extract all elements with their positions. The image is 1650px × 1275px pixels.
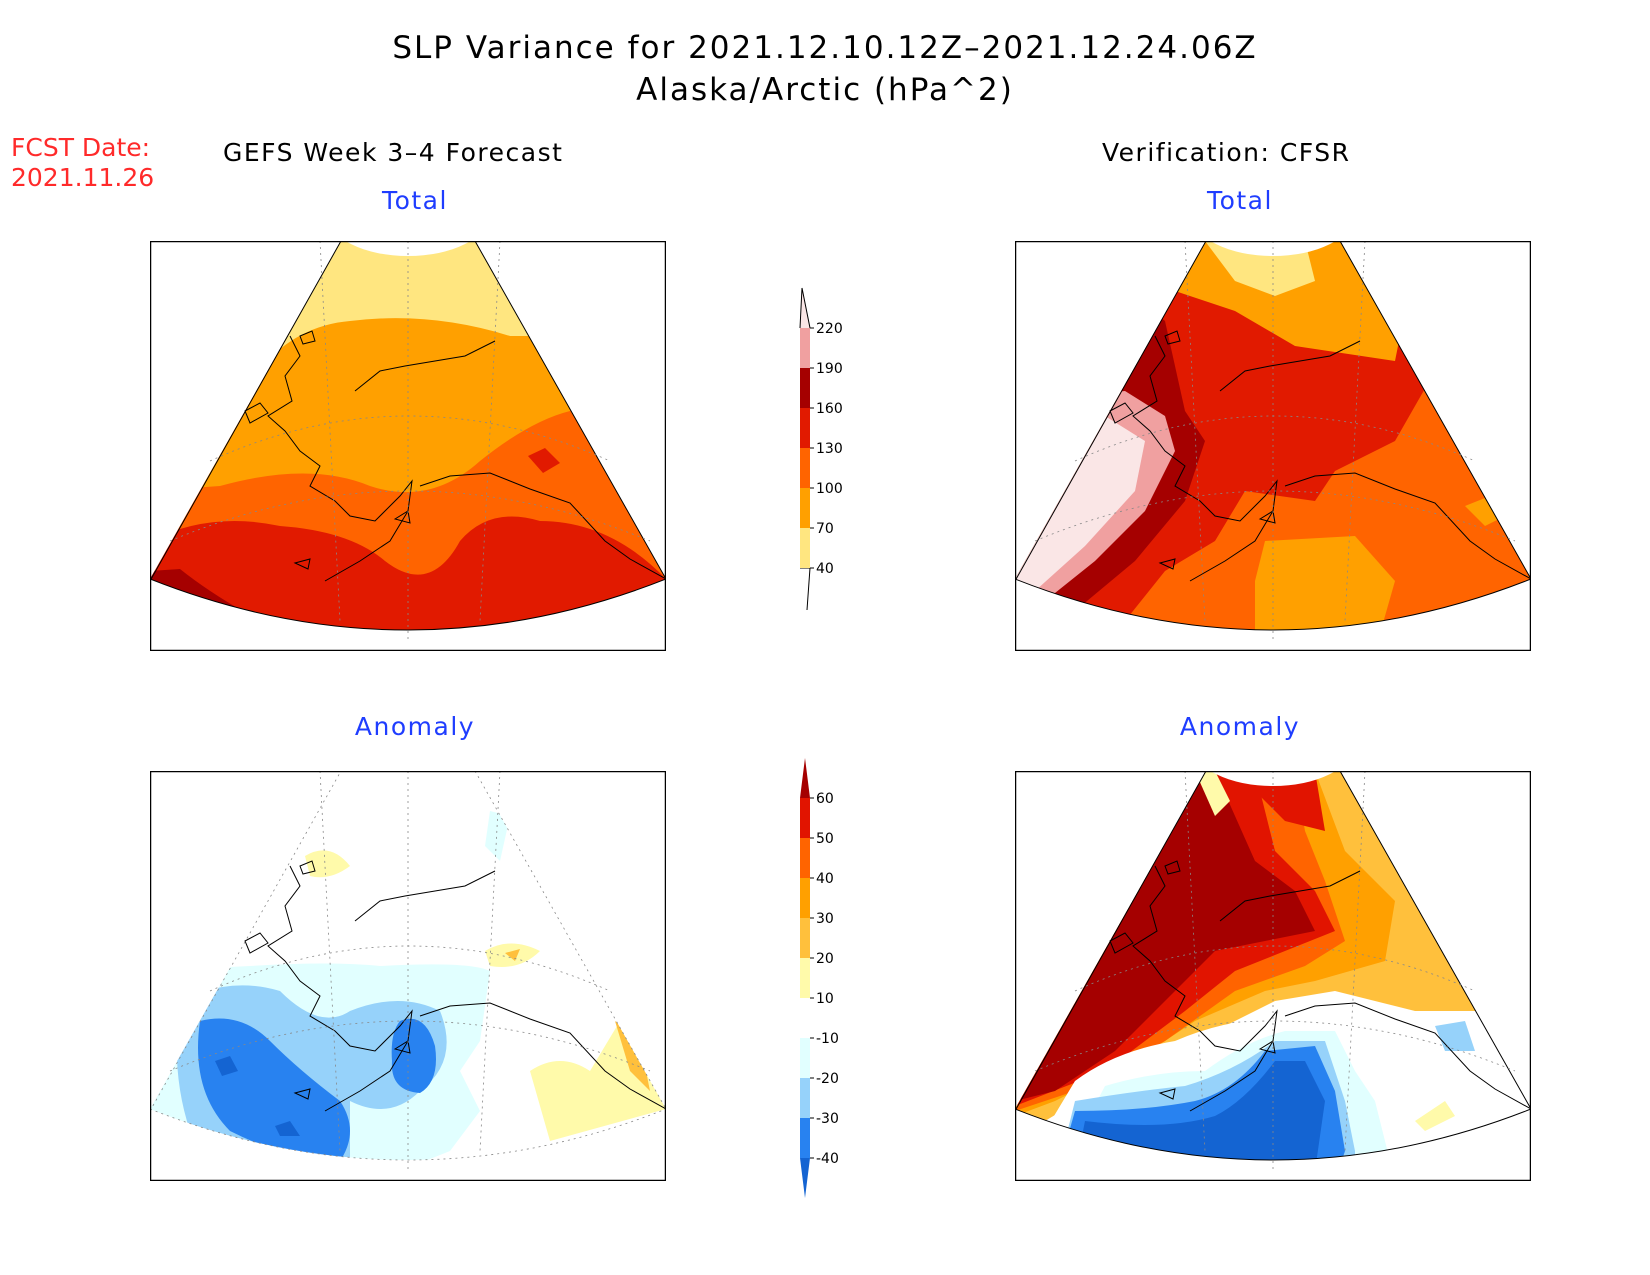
colorbar-tick-label: 20	[816, 951, 834, 967]
colorbar-swatch	[800, 998, 810, 1038]
shade-minus40-below	[1075, 1061, 1325, 1160]
shade-10-20-east	[1415, 1101, 1455, 1131]
colorbar-upper-end	[800, 758, 810, 798]
map-frame	[150, 771, 666, 1181]
verification-anomaly-map	[1015, 771, 1531, 1181]
coastline-lines	[244, 860, 666, 1112]
colorbar-swatch	[800, 448, 810, 488]
colorbar-swatch	[800, 1038, 810, 1078]
fcst-date-label: FCST Date:	[11, 133, 151, 162]
graticule	[1034, 771, 1516, 1171]
colorbar-swatch	[800, 328, 810, 368]
colorbar-tick-label: 100	[816, 481, 843, 497]
colorbar-tick-label: 70	[816, 521, 834, 537]
total-colorbar: 40 70 100 130 160 190 220	[799, 287, 843, 611]
colorbar-tick-label: 220	[816, 321, 843, 337]
colorbar-tick-label: 30	[816, 911, 834, 927]
shade-130-160-spot	[528, 448, 560, 473]
coastline-lines	[1015, 771, 1531, 1161]
colorbar-tick-label: -10	[816, 1031, 839, 1047]
map-frame	[1015, 241, 1531, 651]
colorbar-lower-end	[800, 567, 811, 611]
colorbar-tick-label: 160	[816, 401, 843, 417]
verification-anomaly-title: Anomaly	[1179, 712, 1301, 741]
verification-total-title: Total	[1207, 186, 1273, 215]
colorbar-tick-label: 40	[816, 561, 834, 577]
colorbar-swatch	[800, 528, 810, 568]
colorbar-tick-label: 40	[816, 871, 834, 887]
shade-20-30-east	[615, 1021, 650, 1091]
shade-50-60-north	[1235, 771, 1325, 831]
colorbar-swatch	[800, 1118, 810, 1158]
shade-20-30-spot	[505, 949, 520, 961]
colorbar-swatch	[800, 798, 810, 838]
colorbar-tick-label: -30	[816, 1111, 839, 1127]
colorbar-swatch	[800, 408, 810, 448]
colorbar-tick-label: 130	[816, 441, 843, 457]
forecast-anomaly-title: Anomaly	[354, 712, 476, 741]
chart-title: SLP Variance for 2021.12.10.12Z–2021.12.…	[392, 30, 1258, 66]
forecast-total-title: Total	[382, 186, 448, 215]
colorbar-lower-end	[800, 1158, 810, 1198]
shade-minus30-minus40-central	[391, 1018, 436, 1093]
colorbar-swatch	[800, 368, 810, 408]
colorbar-swatch	[800, 958, 810, 998]
shade-70-100-south	[1255, 536, 1395, 630]
colorbar-tick-label: -40	[816, 1151, 839, 1167]
map-frame	[150, 241, 666, 651]
colorbar-tick-label: -20	[816, 1071, 839, 1087]
graticule	[1034, 241, 1516, 641]
forecast-anomaly-map	[150, 771, 666, 1181]
chart-subtitle: Alaska/Arctic (hPa^2)	[636, 72, 1014, 108]
anomaly-colorbar: -40 -30 -20 -10 10 20 30 40 50 60	[800, 758, 839, 1198]
colorbar-swatch	[800, 918, 810, 958]
map-frame	[1015, 771, 1531, 1181]
colorbar-swatch	[800, 838, 810, 878]
colorbar-tick-label: 190	[816, 361, 843, 377]
colorbar-tick-label: 60	[816, 791, 834, 807]
shade-10-20-north	[1195, 771, 1230, 816]
shade-minus30-minus40-west	[198, 1018, 350, 1160]
verification-total-map	[1015, 241, 1531, 651]
coastline-lines	[150, 241, 666, 631]
graticule	[150, 771, 666, 1171]
verification-column-heading: Verification: CFSR	[1102, 138, 1351, 167]
shade-10-20-north	[305, 850, 350, 878]
colorbar-swatch	[800, 488, 810, 528]
shade-minus40-spots	[215, 1056, 300, 1136]
colorbar-swatch	[800, 878, 810, 918]
colorbar-swatch	[800, 1078, 810, 1118]
forecast-column-heading: GEFS Week 3–4 Forecast	[223, 138, 564, 167]
colorbar-tick-label: 50	[816, 831, 834, 847]
forecast-total-map	[150, 241, 666, 651]
colorbar-tick-label: 10	[816, 991, 834, 1007]
shade-minus10-north	[485, 811, 510, 861]
graticule	[169, 241, 651, 641]
fcst-date-value: 2021.11.26	[11, 163, 155, 192]
coastline-lines	[1015, 241, 1531, 631]
